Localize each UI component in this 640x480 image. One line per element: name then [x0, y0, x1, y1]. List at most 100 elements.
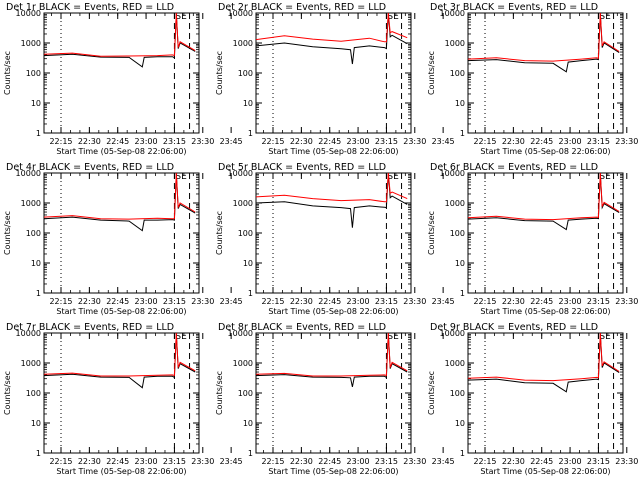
x-tick-label: 23:15	[587, 457, 610, 466]
series-line-lld	[44, 333, 196, 377]
x-tick-label: 22:45	[318, 137, 341, 146]
y-tick-label: 10	[243, 99, 253, 108]
y-tick-label: 100	[26, 69, 41, 78]
annotation-label: SE	[387, 12, 399, 22]
y-axis-label: Counts/sec	[3, 371, 12, 415]
y-axis-label: Counts/sec	[215, 371, 224, 415]
y-tick-label: 10	[243, 259, 253, 268]
y-tick-label: 1	[36, 449, 41, 458]
annotation-label: SE	[175, 12, 187, 22]
y-axis-label: Counts/sec	[3, 51, 12, 95]
y-tick-label: 1	[248, 289, 253, 298]
x-axis-label: Start Time (05-Sep-08 22:06:00)	[56, 147, 186, 156]
series-line-events	[468, 333, 620, 393]
y-tick-label: 1000	[445, 199, 465, 208]
x-axis-label: Start Time (05-Sep-08 22:06:00)	[480, 467, 610, 476]
y-tick-label: 1	[248, 129, 253, 138]
x-tick-label: 23:15	[163, 297, 186, 306]
x-tick-label: 23:00	[135, 137, 158, 146]
y-tick-label: 1000	[233, 359, 253, 368]
y-tick-label: 10	[31, 419, 41, 428]
x-tick-label: 22:15	[49, 457, 72, 466]
x-tick-label: 23:15	[163, 137, 186, 146]
chart-panel-2: Det 2r BLACK = Events, RED = LLD 1 10 100 10…	[215, 2, 455, 156]
y-tick-label: 100	[238, 69, 253, 78]
y-tick-label: 1	[460, 129, 465, 138]
chart-title: Det 7r BLACK = Events, RED = LLD	[6, 322, 174, 333]
x-tick-label: 23:00	[559, 457, 582, 466]
x-axis-label: Start Time (05-Sep-08 22:06:00)	[56, 307, 186, 316]
x-tick-label: 23:00	[135, 297, 158, 306]
annotation-label: SE	[599, 12, 611, 22]
x-tick-label: 23:00	[135, 457, 158, 466]
y-tick-label: 10000	[440, 9, 465, 18]
y-tick-label: 10000	[16, 9, 41, 18]
x-tick-label: 23:30	[403, 137, 426, 146]
series-line-events	[256, 333, 408, 388]
y-tick-label: 1	[460, 289, 465, 298]
x-axis-label: Start Time (05-Sep-08 22:06:00)	[268, 467, 398, 476]
y-tick-label: 10000	[440, 169, 465, 178]
x-tick-label: 22:30	[78, 457, 101, 466]
x-tick-label: 22:30	[502, 137, 525, 146]
y-tick-label: 10000	[228, 329, 253, 338]
x-tick-label: 23:15	[587, 137, 610, 146]
chart-panel-5: Det 5r BLACK = Events, RED = LLD 1 10 100 10…	[215, 162, 455, 316]
y-tick-label: 10	[455, 419, 465, 428]
y-tick-label: 1000	[445, 39, 465, 48]
x-tick-label: 22:30	[290, 297, 313, 306]
x-tick-label: 23:00	[347, 137, 370, 146]
x-tick-label: 23:30	[191, 137, 214, 146]
x-tick-label: 22:15	[49, 297, 72, 306]
chart-title: Det 5r BLACK = Events, RED = LLD	[218, 162, 386, 173]
x-tick-label: 22:45	[106, 297, 129, 306]
x-tick-label: 23:15	[587, 297, 610, 306]
series-line-events	[256, 13, 408, 65]
series-line-lld	[44, 13, 196, 57]
x-tick-label: 22:15	[473, 457, 496, 466]
x-tick-label: 22:30	[78, 297, 101, 306]
y-tick-label: 10000	[228, 169, 253, 178]
series-line-lld	[468, 13, 620, 62]
x-axis-label: Start Time (05-Sep-08 22:06:00)	[480, 307, 610, 316]
y-axis-label: Counts/sec	[427, 51, 436, 95]
chart-title: Det 4r BLACK = Events, RED = LLD	[6, 162, 174, 173]
chart-title: Det 2r BLACK = Events, RED = LLD	[218, 2, 386, 13]
x-tick-label: 22:15	[261, 297, 284, 306]
x-tick-label: 22:30	[502, 457, 525, 466]
y-tick-label: 1	[36, 289, 41, 298]
x-tick-label: 23:15	[375, 297, 398, 306]
x-tick-label: 23:30	[403, 297, 426, 306]
x-tick-label: 23:00	[347, 297, 370, 306]
y-tick-label: 100	[26, 389, 41, 398]
y-tick-label: 100	[26, 229, 41, 238]
x-tick-label: 22:45	[318, 457, 341, 466]
x-tick-label: 23:15	[375, 457, 398, 466]
y-tick-label: 1	[460, 449, 465, 458]
x-tick-label: 22:45	[106, 137, 129, 146]
y-tick-label: 1000	[21, 359, 41, 368]
annotation-label: SE	[175, 332, 187, 342]
y-axis-label: Counts/sec	[427, 371, 436, 415]
y-tick-label: 10000	[16, 169, 41, 178]
y-tick-label: 100	[450, 69, 465, 78]
x-axis-label: Start Time (05-Sep-08 22:06:00)	[268, 147, 398, 156]
y-tick-label: 10000	[16, 329, 41, 338]
y-tick-label: 1000	[233, 39, 253, 48]
chart-title: Det 8r BLACK = Events, RED = LLD	[218, 322, 386, 333]
x-tick-label: 22:30	[290, 137, 313, 146]
y-tick-label: 10	[455, 99, 465, 108]
series-line-lld	[256, 13, 408, 43]
chart-title: Det 3r BLACK = Events, RED = LLD	[430, 2, 598, 13]
x-tick-label: 23:30	[191, 457, 214, 466]
x-tick-label: 23:00	[347, 457, 370, 466]
annotation-label: SE	[387, 332, 399, 342]
y-tick-label: 10000	[440, 329, 465, 338]
chart-panel-7: Det 7r BLACK = Events, RED = LLD 1 10 100 10…	[3, 322, 243, 476]
series-line-lld	[256, 333, 408, 377]
x-tick-label: 22:45	[106, 457, 129, 466]
chart-title: Det 9r BLACK = Events, RED = LLD	[430, 322, 598, 333]
x-tick-label: 23:45	[220, 137, 243, 146]
x-tick-label: 23:00	[559, 137, 582, 146]
